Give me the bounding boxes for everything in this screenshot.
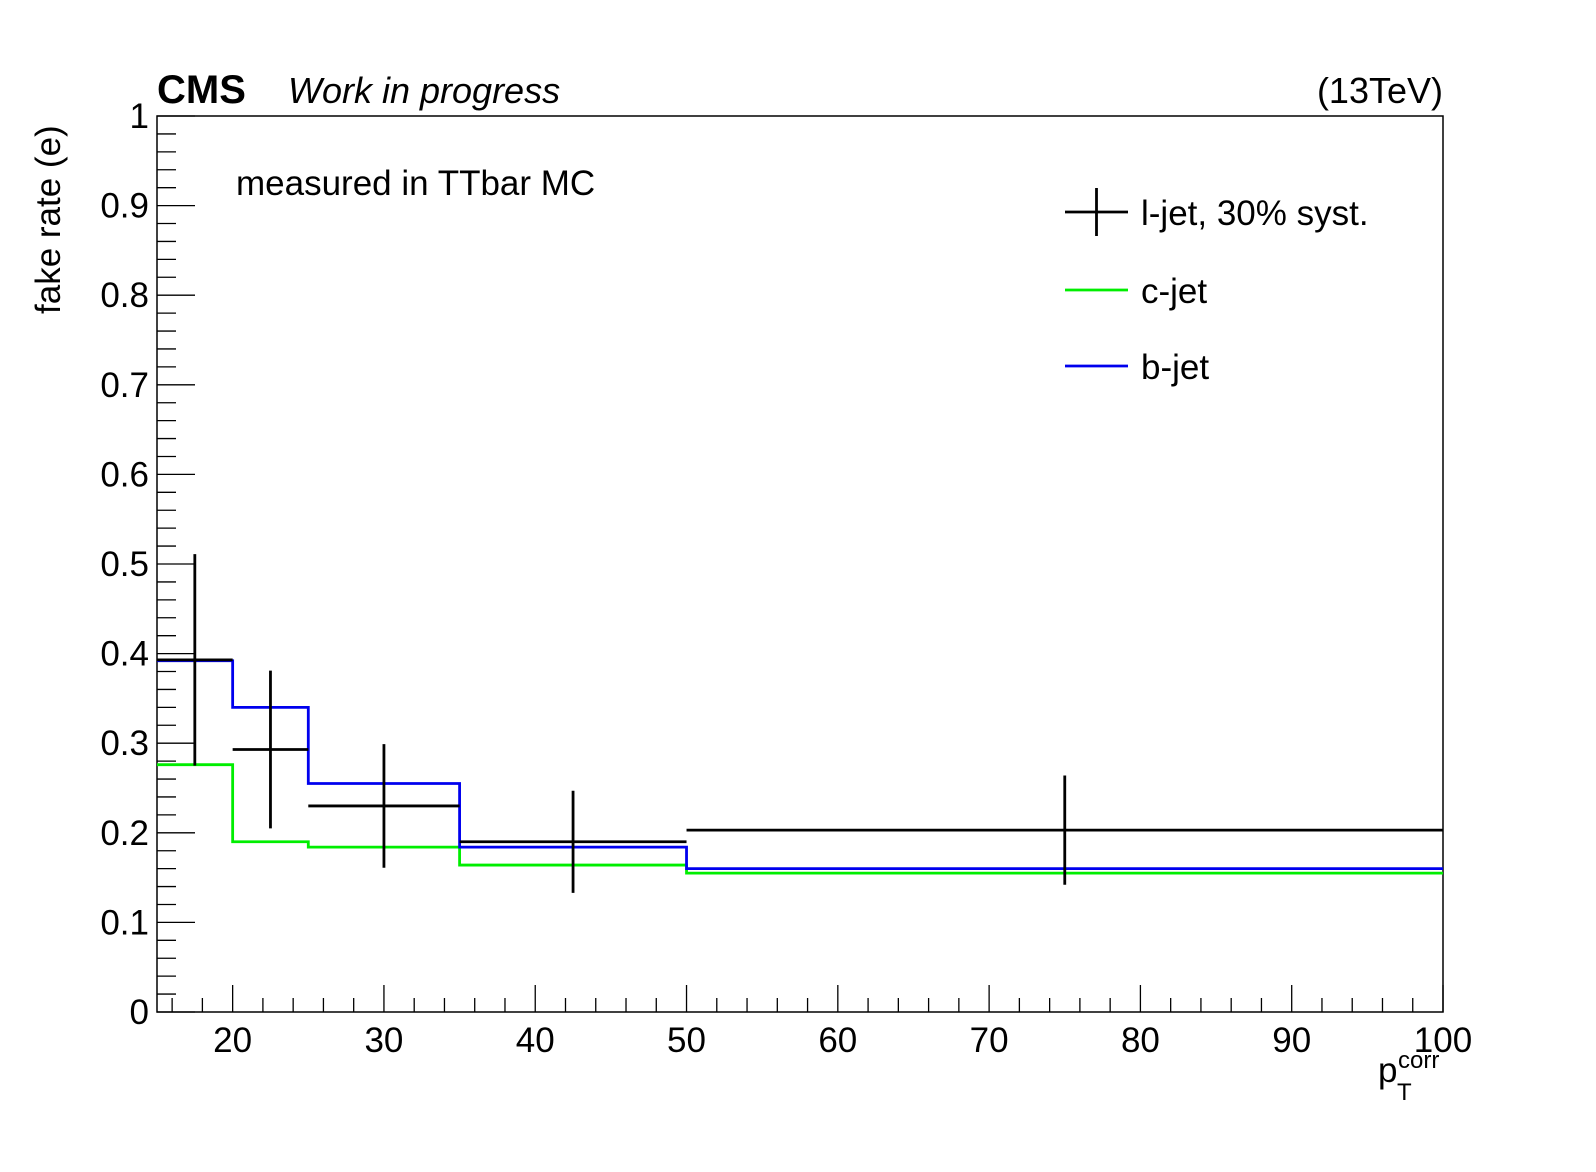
x-axis-title: p T corr [1378, 1047, 1439, 1106]
y-axis-ticks [157, 115, 195, 1013]
series-c-jet [157, 763, 1443, 875]
y-tick-label: 0.6 [100, 455, 149, 494]
x-tick-label: 30 [364, 1021, 403, 1060]
x-tick-label: 20 [213, 1021, 252, 1060]
series-layer [157, 554, 1443, 893]
data-point [232, 670, 309, 829]
x-axis-ticks [171, 985, 1444, 1012]
legend-label: c-jet [1141, 272, 1207, 311]
x-axis-tick-labels: 20 30 40 50 60 70 80 90 100 [213, 1021, 1472, 1060]
series-b-jet [157, 659, 1443, 871]
y-tick-label: 0 [130, 993, 149, 1032]
step-line-c-jet [157, 763, 1443, 875]
x-tick-label: 40 [516, 1021, 555, 1060]
legend-entry-b-jet: b-jet [1065, 348, 1209, 387]
y-tick-label: 0.3 [100, 724, 149, 763]
y-axis-title: fake rate (e) [29, 125, 68, 314]
data-point [686, 775, 1443, 885]
y-tick-label: 0.1 [100, 903, 149, 942]
plot-frame [156, 115, 1444, 1013]
experiment-label: CMS [157, 68, 246, 112]
x-tick-label: 50 [667, 1021, 706, 1060]
legend-entry-c-jet: c-jet [1065, 272, 1207, 311]
x-tick-label: 80 [1121, 1021, 1160, 1060]
data-point [157, 554, 233, 766]
plot-annotation: measured in TTbar MC [236, 164, 595, 203]
x-tick-label: 60 [818, 1021, 857, 1060]
y-tick-label: 0.5 [100, 545, 149, 584]
legend-entry-l-jet: l-jet, 30% syst. [1065, 188, 1369, 236]
legend-label: b-jet [1141, 348, 1209, 387]
legend: l-jet, 30% syst. c-jet b-jet [1065, 188, 1369, 387]
x-axis-title-superscript: corr [1398, 1047, 1439, 1074]
y-tick-label: 1 [130, 97, 149, 136]
x-axis-title-subscript: T [1397, 1079, 1412, 1106]
y-tick-label: 0.8 [100, 276, 149, 315]
x-axis-title-main: p [1378, 1051, 1397, 1090]
data-point [308, 744, 460, 868]
y-tick-label: 0.2 [100, 814, 149, 853]
x-tick-label: 100 [1414, 1021, 1472, 1060]
step-line-b-jet [157, 659, 1443, 871]
x-tick-label: 70 [970, 1021, 1009, 1060]
series-l-jet [157, 554, 1443, 893]
data-point [459, 790, 687, 893]
y-tick-label: 0.4 [100, 635, 149, 674]
y-tick-label: 0.9 [100, 187, 149, 226]
x-tick-label: 90 [1272, 1021, 1311, 1060]
legend-label: l-jet, 30% syst. [1141, 194, 1369, 233]
y-tick-label: 0.7 [100, 366, 149, 405]
status-label: Work in progress [288, 70, 560, 111]
energy-label: (13TeV) [1317, 70, 1443, 111]
y-axis-tick-labels: 0 0.1 0.2 0.3 0.4 0.5 0.6 0.7 0.8 0.9 1 [100, 97, 149, 1032]
